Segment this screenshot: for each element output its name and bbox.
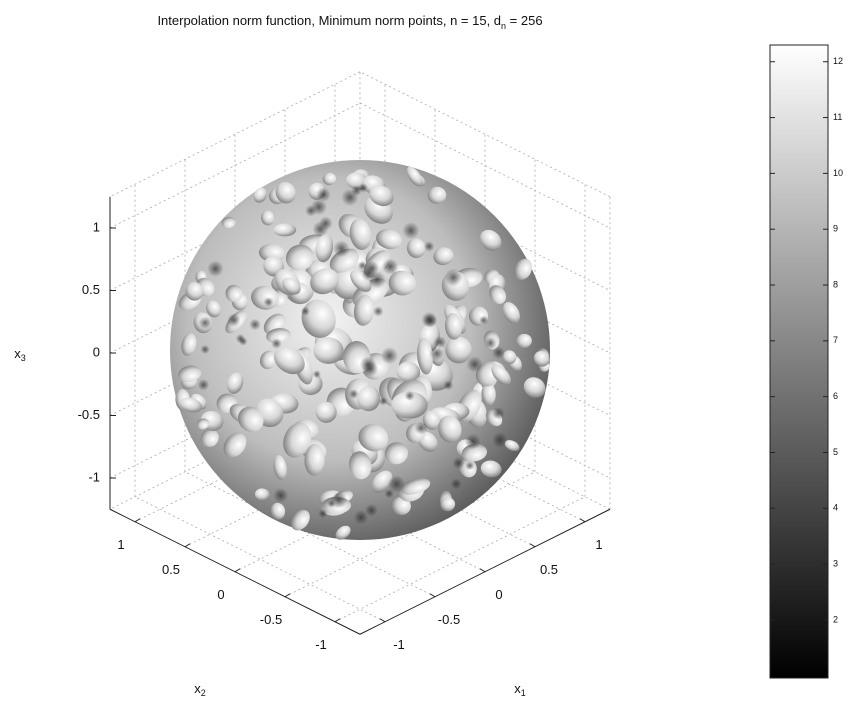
tick xyxy=(480,569,485,572)
surface-pit xyxy=(313,370,321,378)
surface-pit xyxy=(492,407,505,420)
surface-pit xyxy=(443,380,453,390)
surface-pit xyxy=(359,183,368,192)
surface-pit xyxy=(485,337,497,349)
surface-pit xyxy=(354,510,368,524)
surface-pit xyxy=(273,488,288,503)
surface-pit xyxy=(479,316,488,325)
surface-pit xyxy=(465,434,481,450)
colorbar-tick-label: 8 xyxy=(833,279,838,289)
surface-pit xyxy=(368,271,385,288)
surface-pit xyxy=(198,379,210,391)
y-tick-label: 0 xyxy=(217,587,224,602)
surface-pit xyxy=(492,432,507,447)
z-tick-label: 1 xyxy=(93,219,100,234)
surface-pit xyxy=(402,222,419,239)
tick xyxy=(285,594,290,597)
title-text: Interpolation norm function, Minimum nor… xyxy=(157,13,501,28)
colorbar-tick-label: 12 xyxy=(833,56,843,66)
surface-pit xyxy=(200,345,209,354)
surface-pit xyxy=(207,260,223,276)
surface-bump xyxy=(273,223,296,236)
surface-pit xyxy=(271,338,282,349)
y-tick-label: 0.5 xyxy=(162,562,180,577)
axis-label-subscript: 3 xyxy=(21,353,26,363)
colorbar-tick-label: 6 xyxy=(833,391,838,401)
x-axis-label: x1 xyxy=(514,681,526,698)
surface-pit xyxy=(227,313,240,326)
axis-label-subscript: 2 xyxy=(201,688,206,698)
surface-pit xyxy=(414,422,427,435)
surface-pit xyxy=(318,509,327,518)
surface-pit xyxy=(445,269,463,287)
colorbar-tick-label: 4 xyxy=(833,503,838,513)
surface-pit xyxy=(384,489,393,498)
chart: Interpolation norm function, Minimum nor… xyxy=(0,0,850,714)
tick xyxy=(235,569,240,572)
surface-pit xyxy=(381,347,398,364)
surface-pit xyxy=(452,457,464,469)
x-tick-label: 0 xyxy=(495,587,502,602)
chart-title: Interpolation norm function, Minimum nor… xyxy=(157,13,542,31)
colorbar-tick-label: 5 xyxy=(833,447,838,457)
surface-pit xyxy=(423,314,437,328)
surface-pit xyxy=(451,478,462,489)
surface-pit xyxy=(360,356,376,372)
surface-pit xyxy=(249,319,261,331)
axis-label-subscript: 1 xyxy=(521,688,526,698)
surface-pit xyxy=(434,336,447,349)
surface-pit xyxy=(333,240,350,257)
x-tick-label: -1 xyxy=(393,637,405,652)
tick xyxy=(530,544,535,547)
surface-pit xyxy=(424,241,435,252)
surface-pit xyxy=(382,258,398,274)
tick xyxy=(135,519,140,522)
y-tick-label: 1 xyxy=(117,537,124,552)
surface-pit xyxy=(311,199,327,215)
title-text: = 256 xyxy=(506,13,543,28)
surface-pit xyxy=(313,221,329,237)
colorbar-tick-label: 3 xyxy=(833,559,838,569)
tick xyxy=(335,619,340,622)
surface-pit xyxy=(199,316,212,329)
z-tick-label: -1 xyxy=(88,469,100,484)
tick xyxy=(430,594,435,597)
tick xyxy=(580,519,585,522)
surface-pit xyxy=(264,297,274,307)
surface-pit xyxy=(405,391,415,401)
colorbar-tick-label: 7 xyxy=(833,335,838,345)
x-tick-label: 0.5 xyxy=(540,562,558,577)
z-tick-label: 0.5 xyxy=(82,282,100,297)
surface-pit xyxy=(301,307,310,316)
surface xyxy=(170,160,552,543)
tick xyxy=(380,619,385,622)
surface-pit xyxy=(349,389,359,399)
surface-pit xyxy=(465,461,474,470)
x-tick-label: 1 xyxy=(595,537,602,552)
y-tick-label: -0.5 xyxy=(260,612,282,627)
surface-pit xyxy=(327,499,335,507)
surface-pit xyxy=(236,334,245,343)
colorbar xyxy=(770,45,828,678)
colorbar-tick-label: 11 xyxy=(833,112,842,122)
colorbar-tick-label: 10 xyxy=(833,168,843,178)
y-axis-label: x2 xyxy=(194,681,206,698)
x-tick-label: -0.5 xyxy=(438,612,460,627)
z-tick-label: -0.5 xyxy=(78,407,100,422)
z-tick-label: 0 xyxy=(93,344,100,359)
surface-pit xyxy=(341,189,358,206)
z-axis-label: x3 xyxy=(14,346,26,363)
colorbar-tick-label: 2 xyxy=(833,614,838,624)
surface-pit xyxy=(379,397,388,406)
surface-pit xyxy=(466,356,483,373)
colorbar-tick-label: 9 xyxy=(833,224,838,234)
tick xyxy=(185,544,190,547)
surface-pit xyxy=(492,346,505,359)
y-tick-label: -1 xyxy=(315,637,327,652)
surface-pit xyxy=(373,306,383,316)
